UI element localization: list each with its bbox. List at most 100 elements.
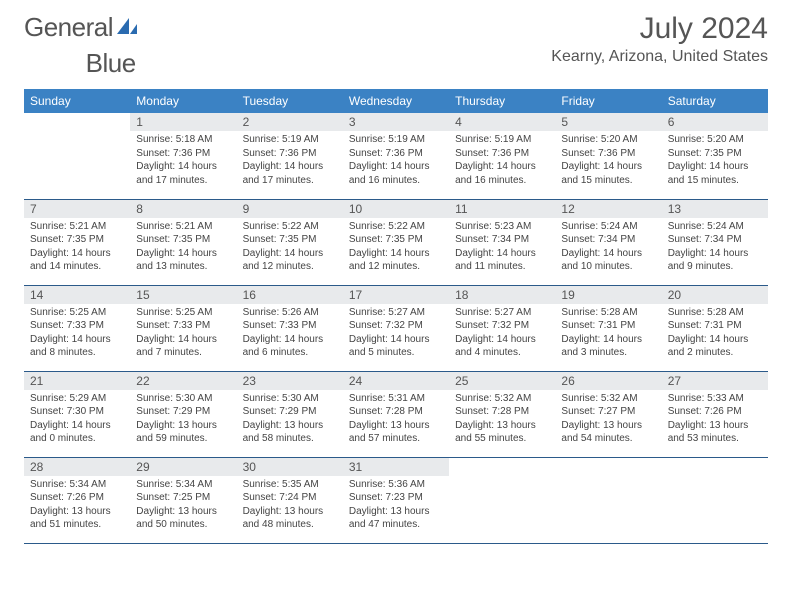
day-line-d1: Daylight: 14 hours [455, 247, 549, 261]
day-content: Sunrise: 5:23 AMSunset: 7:34 PMDaylight:… [449, 218, 555, 278]
day-line-ss: Sunset: 7:27 PM [561, 405, 655, 419]
day-line-d1: Daylight: 14 hours [349, 160, 443, 174]
day-number: 5 [555, 113, 661, 131]
day-line-ss: Sunset: 7:33 PM [136, 319, 230, 333]
day-line-d1: Daylight: 14 hours [30, 419, 124, 433]
day-number: 18 [449, 286, 555, 304]
calendar-cell: 22Sunrise: 5:30 AMSunset: 7:29 PMDayligh… [130, 371, 236, 457]
calendar-cell [24, 113, 130, 199]
day-line-ss: Sunset: 7:35 PM [243, 233, 337, 247]
day-line-d2: and 6 minutes. [243, 346, 337, 360]
day-line-sr: Sunrise: 5:22 AM [349, 220, 443, 234]
day-number: 20 [662, 286, 768, 304]
calendar-cell: 30Sunrise: 5:35 AMSunset: 7:24 PMDayligh… [237, 457, 343, 543]
day-line-sr: Sunrise: 5:34 AM [136, 478, 230, 492]
calendar-cell: 9Sunrise: 5:22 AMSunset: 7:35 PMDaylight… [237, 199, 343, 285]
weekday-header-row: Sunday Monday Tuesday Wednesday Thursday… [24, 89, 768, 113]
day-line-sr: Sunrise: 5:18 AM [136, 133, 230, 147]
day-line-ss: Sunset: 7:35 PM [349, 233, 443, 247]
day-line-d1: Daylight: 14 hours [136, 333, 230, 347]
day-line-d2: and 53 minutes. [668, 432, 762, 446]
weekday-header: Tuesday [237, 89, 343, 113]
day-content: Sunrise: 5:19 AMSunset: 7:36 PMDaylight:… [237, 131, 343, 191]
day-line-ss: Sunset: 7:28 PM [349, 405, 443, 419]
day-number: 3 [343, 113, 449, 131]
calendar-cell: 7Sunrise: 5:21 AMSunset: 7:35 PMDaylight… [24, 199, 130, 285]
day-line-ss: Sunset: 7:29 PM [136, 405, 230, 419]
day-line-d1: Daylight: 14 hours [30, 247, 124, 261]
calendar-cell: 15Sunrise: 5:25 AMSunset: 7:33 PMDayligh… [130, 285, 236, 371]
day-line-d2: and 14 minutes. [30, 260, 124, 274]
calendar-cell: 28Sunrise: 5:34 AMSunset: 7:26 PMDayligh… [24, 457, 130, 543]
day-content: Sunrise: 5:25 AMSunset: 7:33 PMDaylight:… [24, 304, 130, 364]
day-number: 8 [130, 200, 236, 218]
day-line-ss: Sunset: 7:33 PM [30, 319, 124, 333]
day-line-sr: Sunrise: 5:19 AM [455, 133, 549, 147]
day-content: Sunrise: 5:36 AMSunset: 7:23 PMDaylight:… [343, 476, 449, 536]
day-line-sr: Sunrise: 5:25 AM [30, 306, 124, 320]
day-line-d1: Daylight: 14 hours [561, 333, 655, 347]
day-line-d1: Daylight: 13 hours [561, 419, 655, 433]
calendar-cell: 29Sunrise: 5:34 AMSunset: 7:25 PMDayligh… [130, 457, 236, 543]
day-line-ss: Sunset: 7:23 PM [349, 491, 443, 505]
day-content: Sunrise: 5:34 AMSunset: 7:25 PMDaylight:… [130, 476, 236, 536]
day-line-sr: Sunrise: 5:20 AM [561, 133, 655, 147]
day-number: 6 [662, 113, 768, 131]
calendar-week-row: 21Sunrise: 5:29 AMSunset: 7:30 PMDayligh… [24, 371, 768, 457]
day-line-sr: Sunrise: 5:28 AM [668, 306, 762, 320]
calendar-cell: 12Sunrise: 5:24 AMSunset: 7:34 PMDayligh… [555, 199, 661, 285]
day-line-sr: Sunrise: 5:19 AM [349, 133, 443, 147]
day-line-d2: and 7 minutes. [136, 346, 230, 360]
day-line-ss: Sunset: 7:36 PM [136, 147, 230, 161]
day-number: 17 [343, 286, 449, 304]
weekday-header: Friday [555, 89, 661, 113]
day-line-d2: and 48 minutes. [243, 518, 337, 532]
day-line-d1: Daylight: 14 hours [455, 160, 549, 174]
day-number: 24 [343, 372, 449, 390]
calendar-week-row: 7Sunrise: 5:21 AMSunset: 7:35 PMDaylight… [24, 199, 768, 285]
day-line-sr: Sunrise: 5:32 AM [561, 392, 655, 406]
day-line-sr: Sunrise: 5:26 AM [243, 306, 337, 320]
day-content: Sunrise: 5:34 AMSunset: 7:26 PMDaylight:… [24, 476, 130, 536]
day-content: Sunrise: 5:21 AMSunset: 7:35 PMDaylight:… [130, 218, 236, 278]
day-line-d2: and 8 minutes. [30, 346, 124, 360]
day-line-sr: Sunrise: 5:24 AM [668, 220, 762, 234]
calendar-cell: 11Sunrise: 5:23 AMSunset: 7:34 PMDayligh… [449, 199, 555, 285]
calendar-cell: 1Sunrise: 5:18 AMSunset: 7:36 PMDaylight… [130, 113, 236, 199]
day-line-ss: Sunset: 7:26 PM [668, 405, 762, 419]
day-line-d1: Daylight: 13 hours [349, 419, 443, 433]
day-line-sr: Sunrise: 5:20 AM [668, 133, 762, 147]
day-line-sr: Sunrise: 5:34 AM [30, 478, 124, 492]
title-block: July 2024 Kearny, Arizona, United States [551, 12, 768, 66]
day-line-d2: and 50 minutes. [136, 518, 230, 532]
weekday-header: Saturday [662, 89, 768, 113]
day-number: 13 [662, 200, 768, 218]
day-content: Sunrise: 5:27 AMSunset: 7:32 PMDaylight:… [343, 304, 449, 364]
day-number: 15 [130, 286, 236, 304]
weekday-header: Thursday [449, 89, 555, 113]
day-content: Sunrise: 5:22 AMSunset: 7:35 PMDaylight:… [237, 218, 343, 278]
day-line-d2: and 54 minutes. [561, 432, 655, 446]
day-line-sr: Sunrise: 5:23 AM [455, 220, 549, 234]
day-number: 16 [237, 286, 343, 304]
day-line-sr: Sunrise: 5:30 AM [243, 392, 337, 406]
day-content: Sunrise: 5:28 AMSunset: 7:31 PMDaylight:… [555, 304, 661, 364]
day-line-ss: Sunset: 7:31 PM [668, 319, 762, 333]
day-line-d1: Daylight: 14 hours [349, 333, 443, 347]
day-line-d1: Daylight: 13 hours [455, 419, 549, 433]
calendar-cell: 5Sunrise: 5:20 AMSunset: 7:36 PMDaylight… [555, 113, 661, 199]
day-content: Sunrise: 5:27 AMSunset: 7:32 PMDaylight:… [449, 304, 555, 364]
calendar-cell: 3Sunrise: 5:19 AMSunset: 7:36 PMDaylight… [343, 113, 449, 199]
calendar-week-row: 1Sunrise: 5:18 AMSunset: 7:36 PMDaylight… [24, 113, 768, 199]
day-line-d2: and 4 minutes. [455, 346, 549, 360]
calendar-cell: 23Sunrise: 5:30 AMSunset: 7:29 PMDayligh… [237, 371, 343, 457]
day-content: Sunrise: 5:32 AMSunset: 7:27 PMDaylight:… [555, 390, 661, 450]
day-line-sr: Sunrise: 5:21 AM [30, 220, 124, 234]
calendar-cell: 24Sunrise: 5:31 AMSunset: 7:28 PMDayligh… [343, 371, 449, 457]
weekday-header: Sunday [24, 89, 130, 113]
day-line-sr: Sunrise: 5:28 AM [561, 306, 655, 320]
calendar-cell [449, 457, 555, 543]
calendar-cell [662, 457, 768, 543]
day-line-d1: Daylight: 14 hours [668, 160, 762, 174]
day-line-d1: Daylight: 13 hours [349, 505, 443, 519]
